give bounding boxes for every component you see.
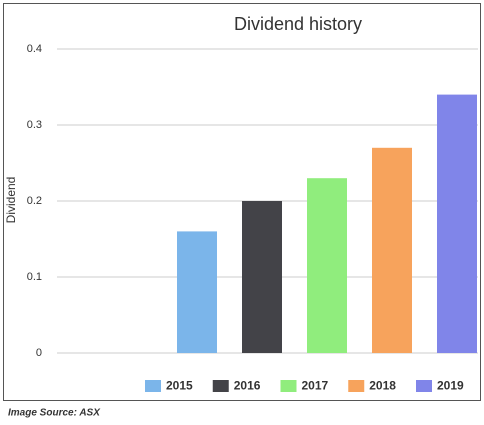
bar: [372, 147, 412, 353]
chart-title: Dividend history: [234, 14, 362, 34]
source-note: Image Source: ASX: [8, 408, 101, 419]
bar: [437, 94, 477, 353]
legend-label: 2018: [369, 379, 396, 393]
bar: [177, 231, 217, 353]
legend-label: 2015: [166, 379, 193, 393]
y-tick-label: 0: [36, 347, 42, 359]
bar: [307, 178, 347, 353]
legend-swatch: [348, 380, 365, 392]
legend-swatch: [212, 380, 229, 392]
y-tick-label: 0.1: [27, 271, 42, 283]
legend-label: 2016: [234, 379, 261, 393]
legend-swatch: [145, 380, 161, 392]
bar: [242, 201, 282, 353]
legend-label: 2017: [302, 379, 329, 393]
y-tick-label: 0.2: [27, 195, 42, 207]
legend-label: 2019: [437, 379, 464, 393]
legend-swatch: [416, 380, 432, 392]
y-axis-label: Dividend: [4, 177, 18, 224]
y-tick-label: 0.4: [27, 43, 42, 55]
y-tick-label: 0.3: [27, 119, 42, 131]
legend-swatch: [280, 380, 297, 392]
